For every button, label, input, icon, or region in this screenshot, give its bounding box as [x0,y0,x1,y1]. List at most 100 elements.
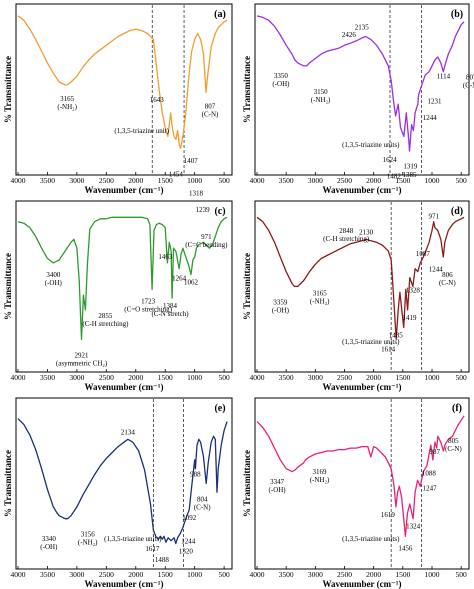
panel-b-xtick-label: 1500 [395,176,410,185]
panel-d-peak-label: 1087 [416,250,431,258]
panel-b-xtick-label: 3500 [279,176,294,185]
panel-b-peak-label: 1114 [437,73,451,81]
panel-a-xtick-label: 4000 [11,176,26,185]
panel-b-peak-label: 1624 [383,156,398,164]
panel-d-frame [254,200,470,373]
panel-d-xtick-label: 500 [456,373,468,382]
panel-a-xtick-label: 2500 [99,176,114,185]
panel-e-ylabel: % Transmittance [3,450,13,517]
panel-d-peak-label: (C-N) [439,279,456,287]
panel-a-xtick-label: 3000 [69,176,84,185]
panel-f-spectrum-line [256,415,465,537]
panel-c-peak-label: 2855 [98,312,113,320]
panel-c-label: (c) [214,206,225,217]
panel-f-xtick-label: 2500 [337,570,352,579]
panel-e-xlabel: Wavenumber (cm⁻¹) [84,579,163,589]
panel-d-xtick-label: 3000 [308,373,323,382]
panel-c-peak-label: 1384 [163,302,178,310]
panel-a-xtick-label: 1500 [158,176,173,185]
panel-b-xtick-label: 3000 [308,176,323,185]
panel-b-peak-label: 2426 [342,31,357,39]
panel-d-peak-label: (C-H stretching) [323,235,370,243]
panel-b-xtick-label: 500 [456,176,468,185]
panel-c-peak-label: (C=O stretching) [124,305,172,313]
panel-e-peak-label: 1320 [179,548,194,556]
panel-c-xtick-label: 3500 [40,373,55,382]
panel-b-peak-label: (-OH) [272,80,290,88]
panel-a-xlabel: Wavenumber (cm⁻¹) [84,185,163,195]
panel-b-peak-label: 1244 [423,114,438,122]
panel-d-peak-label: 1419 [403,314,418,322]
panel-c-peak-label: (C-N stretch) [151,310,189,318]
panel-e-xtick-label: 2000 [128,570,143,579]
panel-d-ylabel: % Transmittance [242,253,252,320]
panel-a-peak-label: (-NH₂) [57,103,77,111]
panel-e-frame [15,397,233,570]
panel-e-peak-label: 1617 [145,545,160,553]
panel-b-xtick-label: 1000 [425,176,440,185]
panel-b-xlabel: Wavenumber (cm⁻¹) [322,185,401,195]
panel-e-peak-label: 988 [190,471,201,479]
panel-e-xtick-label: 4000 [11,570,26,579]
panel-e-peak-label: 2134 [121,428,136,436]
panel-f-xtick-label: 1000 [425,570,440,579]
panel-c-peak-label: 1062 [184,279,199,287]
panel-d-xtick-label: 2000 [366,373,381,382]
panel-d-peak-label: 3165 [313,290,328,298]
panel-f-xtick-label: 500 [456,570,468,579]
panel-b-xtick-label: 2000 [366,176,381,185]
panel-a-ylabel: % Transmittance [3,56,13,123]
panel-c-xtick-label: 500 [218,373,230,382]
panel-b-peak-label: (-NH₂) [311,96,331,104]
panel-e-peak-label: 1488 [155,556,170,564]
panel-b-peak-label: 2135 [355,23,370,31]
panel-e-peak-label: 1092 [182,514,197,522]
panel-c-peak-label: (C-H stretching) [82,320,129,328]
panel-d-peak-label: (-NH₂) [310,298,330,306]
panel-c-peak-label: (C=C bending) [185,241,228,249]
panel-c-peak-label: (asymmetric CH₂) [56,359,108,367]
panel-b-label: (b) [451,9,463,20]
panel-c-ylabel: % Transmittance [3,253,13,320]
panel-d-xlabel: Wavenumber (cm⁻¹) [322,382,401,392]
panel-b-peak-label: 3150 [314,88,329,96]
panel-c-peak-label: 971 [201,233,212,241]
panel-d-xtick-label: 3500 [279,373,294,382]
panel-c-xtick-label: 1000 [187,373,202,382]
panel-c-peak-label: 1264 [172,275,187,283]
panel-b-peak-label: (C-N) [463,82,474,90]
panel-f-xlabel: Wavenumber (cm⁻¹) [322,579,401,589]
panel-b-annotation: (1,3,5-triazine units) [342,141,400,149]
panel-f-peak-label: 805 [448,437,459,445]
panel-c-spectrum-line [17,216,228,340]
panel-c-xtick-label: 4000 [11,373,26,382]
panel-d-peak-label: 806 [442,271,453,279]
panel-e-xtick-label: 1500 [158,570,173,579]
panel-d-xtick-label: 1000 [425,373,440,382]
panel-c-xtick-label: 1500 [158,373,173,382]
panel-b-frame [254,3,470,176]
panel-f-ylabel: % Transmittance [242,450,252,517]
panel-f-peak-label: 1088 [422,470,437,478]
panel-c-peak-label: 3400 [46,271,61,279]
panel-f-xtick-label: 3000 [308,570,323,579]
panel-f-peak-label: (-OH) [269,486,287,494]
panel-c-peak-label: 1723 [141,297,156,305]
panel-a-label: (a) [214,9,226,20]
panel-e-xtick-label: 3000 [69,570,84,579]
panel-f-peak-label: 1247 [423,484,438,492]
panel-d-peak-label: 1244 [429,266,444,274]
panel-f-peak-label: 987 [430,448,441,456]
panel-e-label: (e) [214,403,225,414]
panel-d-annotation: (1,3,5-triazine units) [342,338,400,346]
panel-a-xtick-label: 500 [218,176,230,185]
panel-c-frame [15,200,233,373]
panel-a-peak-label: 1454 [169,170,184,178]
panel-c-xlabel: Wavenumber (cm⁻¹) [84,382,163,392]
panel-e-xtick-label: 2500 [99,570,114,579]
panel-d-spectrum-line [256,216,465,340]
panel-f-peak-label: 1456 [398,544,413,552]
panel-f-label: (f) [452,403,462,414]
panel-d-peak-label: 1614 [381,345,396,353]
panel-b-peak-label: 3350 [274,72,289,80]
